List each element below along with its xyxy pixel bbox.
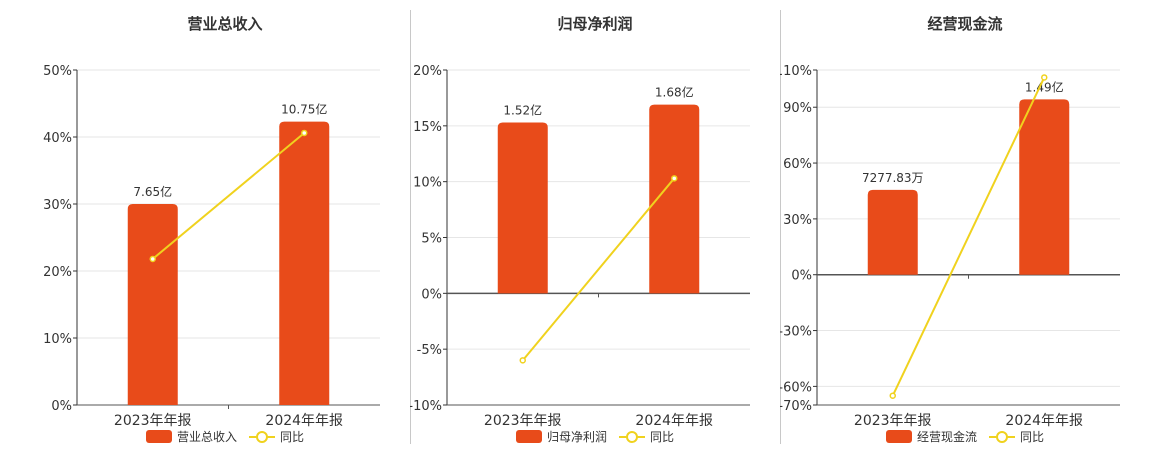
y-tick-label: 20%: [43, 265, 72, 280]
y-tick-label: 0%: [51, 399, 72, 414]
legend-bar-swatch: [145, 430, 172, 443]
yoy-point[interactable]: [671, 175, 678, 182]
yoy-line: [521, 177, 676, 361]
bar[interactable]: [649, 104, 700, 294]
legend-item-bar[interactable]: 经营现金流: [885, 428, 977, 445]
bar-data-label: 1.49亿: [1025, 79, 1064, 94]
bar-data-label: 10.75亿: [281, 102, 327, 117]
y-tick-label: 0%: [791, 269, 812, 284]
x-tick-label: 2023年年报: [484, 413, 562, 429]
y-tick-label: -70%: [780, 399, 812, 414]
y-tick-label: 15%: [413, 120, 442, 135]
legend-bar-swatch: [515, 430, 542, 443]
legend-label: 经营现金流: [916, 430, 977, 444]
yoy-line: [152, 132, 305, 260]
legend-label: 同比: [280, 430, 305, 444]
y-tick-label: 30%: [43, 198, 72, 213]
bar[interactable]: [279, 121, 330, 405]
yoy-point[interactable]: [889, 392, 896, 399]
legend-line-swatch: [249, 430, 275, 443]
chart-panel-revenue: 营业总收入 0% 10% 20% 30% 40% 50% 7.65亿 10.75亿 2023年年…: [40, 0, 410, 450]
chart-title: 归母净利润: [557, 15, 633, 33]
x-tick-label: 2024年年报: [265, 413, 343, 429]
yoy-point[interactable]: [1041, 74, 1048, 81]
y-tick-label: 60%: [783, 157, 812, 172]
bar[interactable]: [127, 204, 178, 405]
y-tick-label: -60%: [780, 380, 812, 395]
chart-title: 经营现金流: [927, 15, 1003, 33]
legend-item-line[interactable]: 同比: [989, 428, 1044, 445]
legend: 营业总收入 同比: [40, 428, 410, 445]
y-tick-label: 90%: [783, 101, 812, 116]
y-tick-label: -5%: [417, 343, 442, 358]
bar-data-label: 7277.83万: [862, 171, 924, 185]
x-tick-label: 2024年年报: [635, 413, 713, 429]
legend-label: 同比: [1020, 430, 1045, 444]
chart-net-profit: -10% -5% 0% 5% 10% 15% 20% 1.52亿 1.68亿 2023年年报 202…: [410, 64, 750, 429]
legend-line-swatch: [619, 430, 645, 443]
yoy-line: [891, 77, 1046, 397]
chart-panel-net-profit: 归母净利润 -10% -5% 0% 5% 10% 15% 20% 1.52亿 1.68亿 2023…: [410, 0, 780, 450]
chart-panel-cash-flow: 经营现金流 -70% -60% -30% 0% 30% 60% 90% 110% 7277.83…: [780, 0, 1150, 450]
panel-divider: [780, 10, 781, 444]
legend-bar-swatch: [885, 430, 912, 443]
y-tick-label: 5%: [421, 232, 442, 247]
yoy-point[interactable]: [519, 357, 526, 364]
legend: 经营现金流 同比: [780, 428, 1150, 445]
yoy-point[interactable]: [149, 255, 156, 263]
y-tick-label: -30%: [780, 325, 812, 340]
panel-divider: [410, 10, 411, 444]
legend-item-bar[interactable]: 归母净利润: [515, 428, 607, 445]
y-tick-label: 50%: [43, 64, 72, 79]
bar-data-label: 1.52亿: [503, 102, 542, 117]
x-tick-label: 2024年年报: [1005, 413, 1083, 429]
chart-revenue: 0% 10% 20% 30% 40% 50% 7.65亿 10.75亿 2023年年报 2024年…: [43, 64, 380, 429]
legend-item-bar[interactable]: 营业总收入: [145, 428, 237, 445]
legend-line-swatch: [989, 430, 1015, 443]
y-tick-label: 20%: [413, 64, 442, 79]
y-tick-label: -10%: [410, 399, 442, 414]
legend-label: 同比: [650, 430, 675, 444]
legend-item-line[interactable]: 同比: [249, 428, 304, 445]
legend: 归母净利润 同比: [410, 428, 780, 445]
bar-data-label: 7.65亿: [133, 184, 172, 199]
bar[interactable]: [867, 189, 918, 275]
y-tick-label: 40%: [43, 131, 72, 146]
legend-label: 归母净利润: [546, 430, 607, 444]
yoy-point[interactable]: [301, 129, 308, 137]
y-tick-label: 10%: [413, 176, 442, 191]
y-tick-label: 30%: [783, 213, 812, 228]
x-tick-label: 2023年年报: [114, 413, 192, 429]
y-tick-label: 110%: [780, 64, 812, 79]
chart-cash-flow: -70% -60% -30% 0% 30% 60% 90% 110% 7277.83万 1.49亿…: [780, 64, 1120, 429]
y-tick-label: 0%: [421, 287, 442, 302]
chart-title: 营业总收入: [187, 15, 263, 33]
bar[interactable]: [1019, 99, 1070, 275]
bar[interactable]: [497, 122, 548, 294]
legend-item-line[interactable]: 同比: [619, 428, 674, 445]
x-tick-label: 2023年年报: [854, 413, 932, 429]
y-tick-label: 10%: [43, 332, 72, 347]
bar-data-label: 1.68亿: [655, 85, 694, 100]
legend-label: 营业总收入: [176, 430, 237, 444]
